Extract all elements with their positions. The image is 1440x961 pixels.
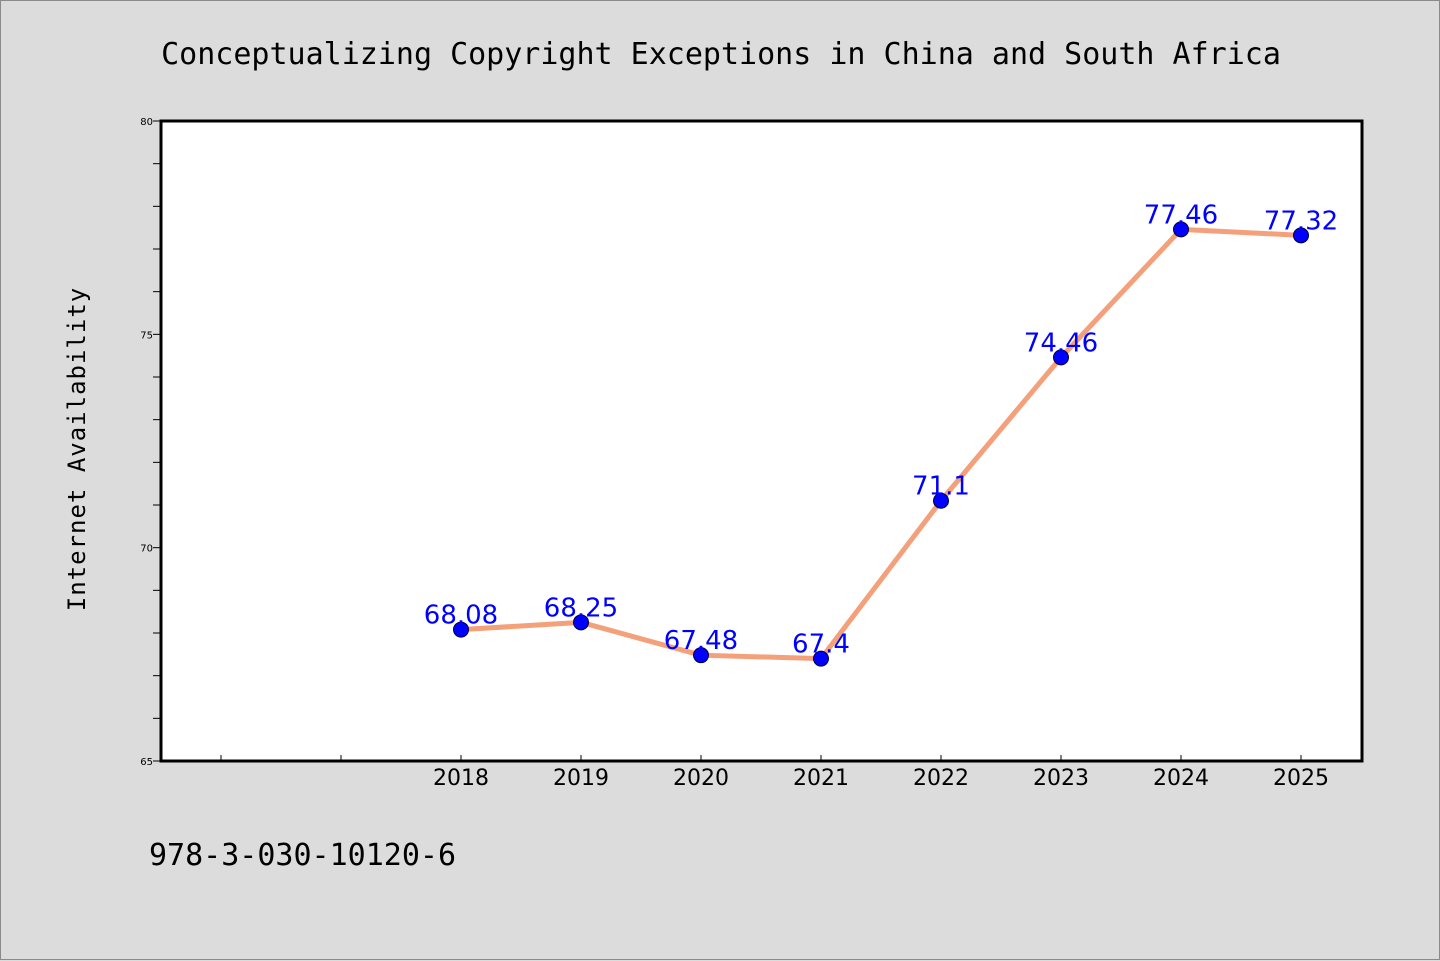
- y-tick-label: 70: [140, 544, 153, 555]
- x-tick-label: 2018: [433, 766, 489, 791]
- series-line: [458, 226, 1304, 662]
- data-label: 67.4: [792, 630, 850, 660]
- y-axis-label: Internet Availability: [63, 287, 91, 611]
- y-tick-label: 75: [140, 330, 153, 341]
- x-tick-label: 2022: [913, 766, 969, 791]
- x-tick-label: 2020: [673, 766, 729, 791]
- data-point-marker: [1173, 221, 1189, 238]
- x-axis-ticks: 2018 2019 2020 2021 2022 2023 2024 2025: [220, 755, 1329, 791]
- data-point-marker: [813, 650, 829, 667]
- x-tick-label: 2025: [1273, 766, 1329, 791]
- y-tick-label: 80: [140, 117, 153, 128]
- x-tick-label: 2019: [553, 766, 609, 791]
- chart-title: Conceptualizing Copyright Exceptions in …: [161, 37, 1281, 72]
- x-tick-label: 2024: [1153, 766, 1209, 791]
- data-point-marker: [573, 614, 589, 631]
- data-label: 74.46: [1024, 328, 1098, 358]
- data-label: 77.32: [1264, 206, 1338, 236]
- isbn-footer: 978-3-030-10120-6: [149, 838, 456, 873]
- data-point-marker: [1053, 349, 1069, 366]
- x-tick-label: 2023: [1033, 766, 1089, 791]
- data-point-marker: [933, 492, 949, 509]
- y-axis-ticks: 65 70 75 80: [140, 117, 161, 768]
- y-tick-label: 65: [140, 757, 153, 768]
- data-label: 68.08: [424, 601, 498, 631]
- plot-area: [159, 119, 1364, 763]
- data-point-marker: [693, 647, 709, 664]
- series-group: 68.08 68.25 67.48 67.4 71.1 74.46 77.46 77.32: [424, 200, 1338, 667]
- data-label: 67.48: [664, 626, 738, 656]
- data-label: 68.25: [544, 593, 618, 623]
- data-label: 71.1: [912, 472, 970, 502]
- data-point-marker: [1293, 227, 1309, 244]
- data-point-marker: [453, 621, 469, 638]
- data-label: 77.46: [1144, 200, 1218, 230]
- x-tick-label: 2021: [793, 766, 849, 791]
